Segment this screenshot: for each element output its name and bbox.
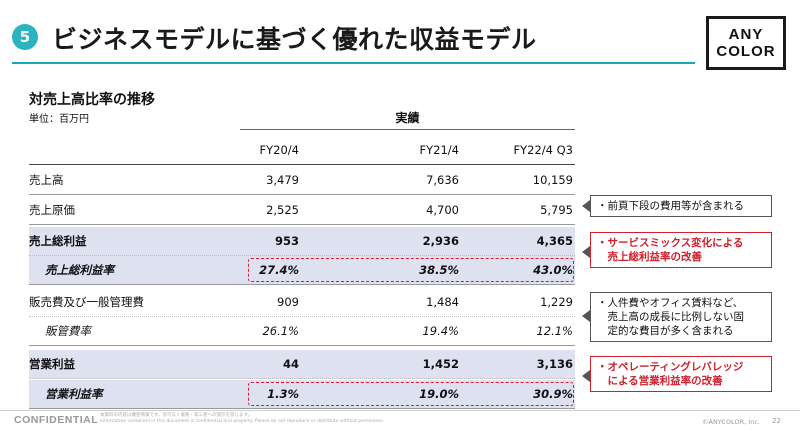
callout-text: 売上高の成長に比例しない固	[597, 311, 744, 323]
callout-text: による営業利益率の改善	[597, 375, 723, 387]
callout-arrow	[582, 200, 590, 212]
table-row: 販売費及び一般管理費 909 1,484 1,229	[29, 288, 575, 317]
copyright: ©ANYCOLOR, Inc.	[702, 418, 760, 426]
table-row: 営業利益率 1.3% 19.0% 30.9%	[29, 380, 575, 409]
callout-operating-margin: ・オペレーティングレバレッジ による営業利益率の改善	[590, 356, 772, 392]
table-cell: 1.3%	[267, 387, 299, 401]
callout-text: ・オペレーティングレバレッジ	[597, 361, 744, 373]
table-cell: 1,452	[422, 357, 459, 371]
table-row: 売上原価 2,525 4,700 5,795	[29, 196, 575, 225]
row-label: 売上総利益率	[45, 263, 114, 277]
table-cell: 30.9%	[533, 387, 573, 401]
footer-rule	[0, 410, 800, 411]
column-header: FY21/4	[419, 143, 459, 157]
column-header: FY20/4	[259, 143, 299, 157]
title-underline	[12, 62, 695, 64]
table-cell: 19.4%	[422, 324, 459, 338]
callout-text: ・前頁下段の費用等が含まれる	[597, 200, 744, 212]
table-cell: 5,795	[540, 203, 573, 217]
gross-margin-highlight-box	[248, 258, 574, 282]
table-cell: 2,936	[422, 234, 459, 248]
table-cell: 4,700	[426, 203, 459, 217]
table-cell: 26.1%	[262, 324, 299, 338]
page-number: 22	[772, 417, 781, 425]
column-header-row: FY20/4 FY21/4 FY22/4 Q3	[29, 136, 575, 164]
row-label: 販売費及び一般管理費	[29, 295, 144, 309]
callout-text: 定的な費目が多く含まれる	[597, 325, 734, 337]
table-cell: 44	[282, 357, 299, 371]
page-title: ビジネスモデルに基づく優れた収益モデル	[52, 25, 537, 54]
callout-text: ・サービスミックス変化による	[597, 237, 744, 249]
table-row: 営業利益 44 1,452 3,136	[29, 350, 575, 379]
table-cell: 1,484	[426, 295, 459, 309]
logo-line-1: ANY	[728, 26, 764, 43]
table-row: 売上総利益 953 2,936 4,365	[29, 227, 575, 256]
table-cell: 4,365	[536, 234, 573, 248]
table-cell: 38.5%	[419, 263, 459, 277]
table-cell: 10,159	[532, 173, 573, 187]
table-cell: 27.4%	[259, 263, 299, 277]
table-cell: 7,636	[426, 173, 459, 187]
group-header-rule	[240, 129, 575, 130]
unit-label: 単位：百万円	[29, 114, 89, 125]
callout-arrow	[582, 310, 590, 322]
table-cell: 3,136	[536, 357, 573, 371]
table-cell: 953	[274, 234, 299, 248]
callout-gross-margin: ・サービスミックス変化による 売上総利益率の改善	[590, 232, 772, 268]
actual-group-header: 実績	[395, 111, 420, 125]
table-cell: 1,229	[540, 295, 573, 309]
table-row: 売上総利益率 27.4% 38.5% 43.0%	[29, 256, 575, 285]
row-label: 売上総利益	[29, 234, 87, 248]
section-number: 5	[19, 28, 31, 46]
row-label: 売上高	[29, 173, 64, 187]
table-cell: 12.1%	[536, 324, 573, 338]
table-cell: 43.0%	[533, 263, 573, 277]
anycolor-logo: ANY COLOR	[706, 16, 786, 70]
table-row: 売上高 3,479 7,636 10,159	[29, 166, 575, 195]
row-label: 営業利益率	[45, 387, 103, 401]
row-label: 売上原価	[29, 203, 75, 217]
table-cell: 2,525	[266, 203, 299, 217]
confidential-label: CONFIDENTIAL	[14, 414, 99, 426]
callout-sga: ・人件費やオフィス賃料など、 売上高の成長に比例しない固 定的な費目が多く含まれ…	[590, 292, 772, 342]
callout-cost-of-sales: ・前頁下段の費用等が含まれる	[590, 195, 772, 217]
column-header: FY22/4 Q3	[513, 143, 574, 157]
table-section-title: 対売上高比率の推移	[29, 92, 155, 108]
table-cell: 909	[277, 295, 299, 309]
logo-line-2: COLOR	[716, 43, 776, 60]
callout-arrow	[582, 370, 590, 382]
row-label: 販管費率	[45, 324, 91, 338]
table-row: 販管費率 26.1% 19.4% 12.1%	[29, 317, 575, 346]
callout-text: ・人件費やオフィス賃料など、	[597, 297, 744, 309]
disclaimer-line: Information contained in this document i…	[100, 419, 385, 424]
table-top-rule	[29, 164, 575, 165]
disclaimer-line: 本資料の内容は機密情報です。許可なく複製・第三者への開示を禁じます。	[100, 413, 253, 418]
callout-arrow	[582, 246, 590, 258]
operating-margin-highlight-box	[248, 382, 574, 406]
section-number-badge: 5	[12, 24, 38, 50]
table-cell: 3,479	[266, 173, 299, 187]
row-label: 営業利益	[29, 357, 75, 371]
callout-text: 売上総利益率の改善	[597, 251, 702, 263]
table-cell: 19.0%	[419, 387, 459, 401]
disclaimer: 本資料の内容は機密情報です。許可なく複製・第三者への開示を禁じます。 Infor…	[100, 413, 384, 425]
